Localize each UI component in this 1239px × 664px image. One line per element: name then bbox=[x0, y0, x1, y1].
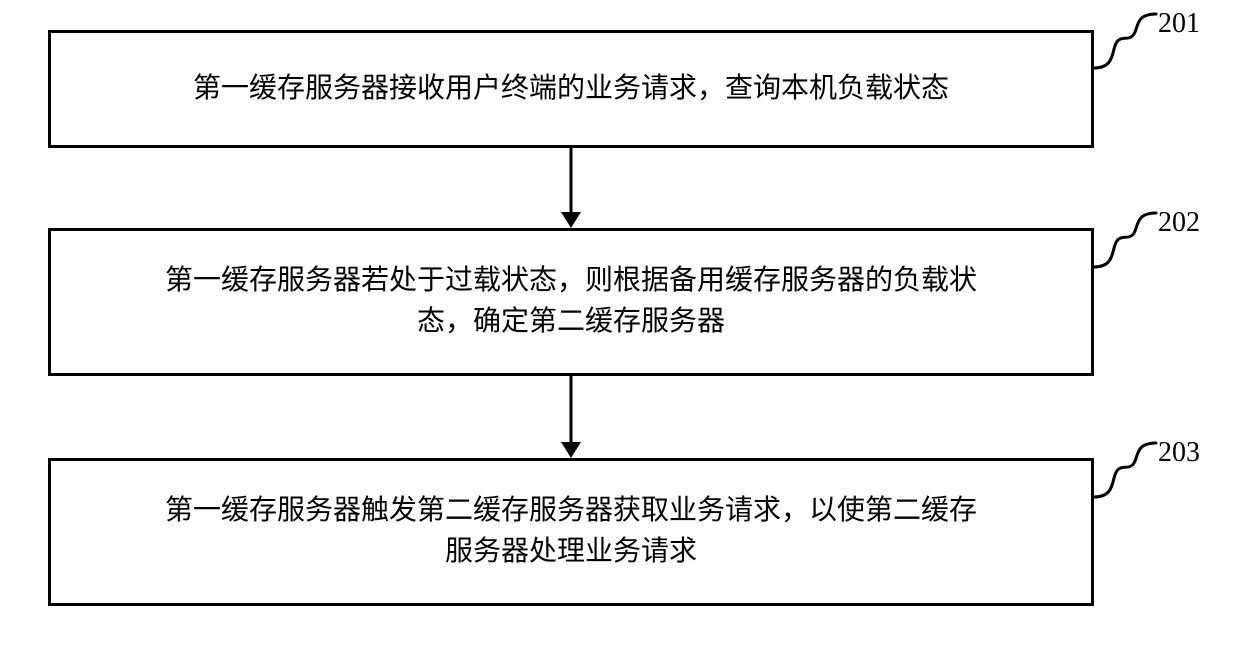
flowchart-arrow-down-icon bbox=[559, 376, 583, 458]
flowchart-step-box: 第一缓存服务器接收用户终端的业务请求，查询本机负载状态 bbox=[48, 30, 1094, 148]
flowchart-canvas: 第一缓存服务器接收用户终端的业务请求，查询本机负载状态第一缓存服务器若处于过载状… bbox=[0, 0, 1239, 664]
flowchart-callout-connector bbox=[1094, 14, 1156, 68]
flowchart-step-text: 第一缓存服务器接收用户终端的业务请求，查询本机负载状态 bbox=[51, 69, 1091, 110]
flowchart-step-text: 第一缓存服务器若处于过载状态，则根据备用缓存服务器的负载状 态，确定第二缓存服务… bbox=[51, 261, 1091, 342]
flowchart-step-box: 第一缓存服务器触发第二缓存服务器获取业务请求，以使第二缓存 服务器处理业务请求 bbox=[48, 458, 1094, 606]
flowchart-callout-connector bbox=[1094, 213, 1156, 267]
flowchart-arrow-down-icon bbox=[559, 148, 583, 228]
flowchart-step-number: 202 bbox=[1158, 207, 1200, 239]
flowchart-step-box: 第一缓存服务器若处于过载状态，则根据备用缓存服务器的负载状 态，确定第二缓存服务… bbox=[48, 228, 1094, 376]
flowchart-step-number: 201 bbox=[1158, 8, 1200, 40]
flowchart-step-text: 第一缓存服务器触发第二缓存服务器获取业务请求，以使第二缓存 服务器处理业务请求 bbox=[51, 491, 1091, 572]
flowchart-step-number: 203 bbox=[1158, 437, 1200, 469]
flowchart-callout-connector bbox=[1094, 443, 1156, 497]
